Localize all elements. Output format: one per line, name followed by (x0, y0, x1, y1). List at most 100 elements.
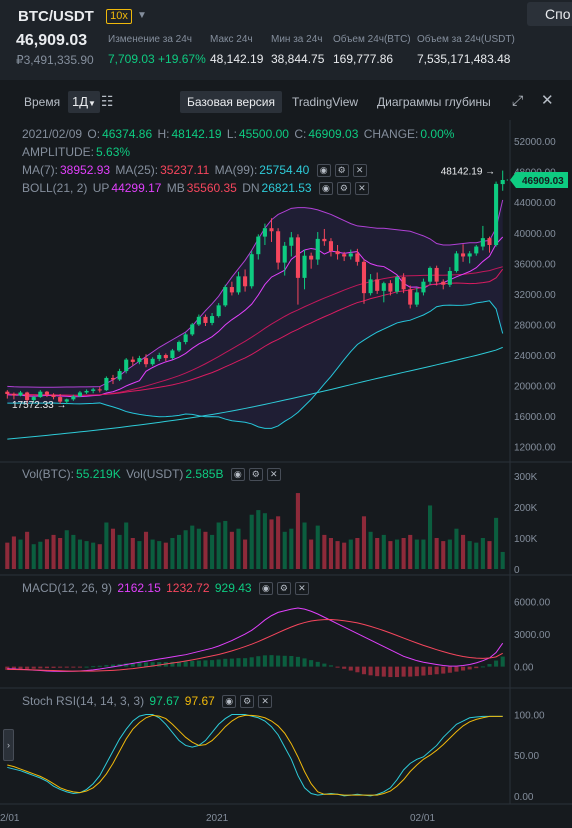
candle-body (150, 358, 155, 365)
expand-panel-button[interactable]: › (3, 729, 14, 761)
macd-histogram-bar (487, 664, 492, 667)
volume-bar (163, 542, 168, 569)
stat-high-value: 48,142.19 (210, 52, 264, 66)
volume-bar (322, 534, 327, 569)
macd-histogram-bar (388, 666, 393, 678)
ma25-value: 35237.11 (160, 163, 210, 177)
tab-basic-version[interactable]: Базовая версия (180, 91, 282, 113)
volume-bar (183, 530, 188, 569)
tab-tradingview[interactable]: TradingView (292, 95, 359, 109)
volume-bar (302, 522, 307, 569)
volume-tick-label: 0 (514, 565, 520, 576)
gear-icon[interactable]: ⚙ (240, 695, 255, 709)
ohlc-date: 2021/02/09 (22, 127, 83, 141)
gear-icon[interactable]: ⚙ (248, 468, 263, 482)
volume-bar (500, 551, 505, 569)
macd-histogram-bar (381, 666, 386, 677)
volume-bar (58, 538, 63, 569)
macd-histogram-bar (130, 662, 135, 667)
close-icon[interactable]: ✕ (258, 695, 273, 709)
candle-body (143, 358, 149, 365)
macd-histogram-bar (262, 655, 267, 667)
leverage-badge[interactable]: 10x (106, 9, 132, 24)
eye-icon[interactable]: ◉ (230, 468, 245, 482)
volume-bar (11, 536, 16, 569)
gear-icon[interactable]: ⚙ (276, 582, 291, 596)
stat-vol-usdt-label: Объем за 24ч(USDT) (417, 34, 515, 45)
macd-histogram-bar (500, 656, 505, 667)
candle-body (176, 342, 182, 351)
fullscreen-icon[interactable]: ⤢ (512, 92, 524, 108)
macd-histogram-bar (176, 661, 182, 667)
candle-body (77, 392, 83, 397)
volume-bar (474, 542, 479, 569)
candle-body (461, 253, 466, 257)
macd-histogram-bar (216, 659, 221, 667)
stoch-d-line (7, 714, 503, 796)
volume-bar (394, 539, 400, 569)
candle-body (229, 287, 234, 293)
interval-select[interactable]: 1Д▼ (68, 91, 100, 113)
stat-vol-btc-label: Объем 24ч(BTC) (333, 34, 411, 45)
time-label[interactable]: Время (24, 95, 61, 109)
volume-bar (414, 539, 419, 569)
candle-body (368, 279, 373, 294)
eye-icon[interactable]: ◉ (258, 582, 273, 596)
volume-bar (176, 534, 182, 569)
eye-icon[interactable]: ◉ (318, 182, 333, 196)
macd-dea-value: 1232.72 (166, 581, 210, 595)
stoch-legend: Stoch RSI(14, 14, 3, 3) 97.67 97.67 ◉ ⚙ ✕ (22, 694, 274, 709)
gear-icon[interactable]: ⚙ (334, 164, 349, 178)
chart-canvas[interactable]: 52000.0048000.0044000.0040000.0036000.00… (0, 120, 572, 828)
ma99-line (7, 346, 503, 440)
candle-body (454, 253, 459, 271)
candle-body (276, 231, 281, 263)
close-icon[interactable]: ✕ (266, 468, 281, 482)
pair-title[interactable]: BTC/USDT (18, 8, 94, 25)
macd-histogram-bar (361, 666, 367, 675)
candle-body (117, 371, 122, 380)
ohlc-open-label: O: (87, 127, 101, 141)
amplitude-value: 5.63% (96, 145, 131, 159)
volume-bar (5, 542, 10, 569)
macd-dea-line (7, 619, 503, 672)
macd-dif-value: 2162.15 (117, 581, 161, 595)
candle-body (447, 270, 452, 285)
macd-histogram-bar (229, 658, 234, 667)
close-icon[interactable]: ✕ (354, 182, 369, 196)
macd-histogram-bar (328, 665, 334, 667)
price-tick-label: 40000.00 (514, 229, 556, 240)
volume-bar (348, 539, 353, 569)
price-tick-label: 28000.00 (514, 320, 556, 331)
volume-bar (368, 531, 373, 569)
spot-button[interactable]: Спо (527, 2, 572, 26)
close-icon[interactable]: ✕ (541, 92, 554, 109)
macd-histogram-bar (170, 661, 175, 667)
close-icon[interactable]: ✕ (294, 582, 309, 596)
candle-body (500, 179, 505, 185)
macd-histogram-bar (5, 666, 10, 670)
candle-body (124, 359, 129, 372)
x-tick-label: 02/01 (410, 813, 435, 824)
macd-legend: MACD(12, 26, 9) 2162.15 1232.72 929.43 ◉… (22, 581, 311, 596)
current-price-tag (510, 171, 568, 188)
tab-depth-chart[interactable]: Диаграммы глубины (377, 95, 491, 109)
eye-icon[interactable]: ◉ (316, 164, 331, 178)
candle-body (236, 276, 241, 293)
volume-bar (421, 539, 426, 569)
volume-bar (110, 528, 116, 569)
eye-icon[interactable]: ◉ (222, 695, 237, 709)
chart-area[interactable]: 52000.0048000.0044000.0040000.0036000.00… (0, 120, 572, 828)
volume-bar (18, 539, 23, 569)
gear-icon[interactable]: ⚙ (336, 182, 351, 196)
volume-bar (25, 531, 30, 569)
candle-body (64, 399, 69, 402)
indicator-settings-icon[interactable]: ☷ (101, 93, 114, 109)
candle-body (91, 389, 96, 391)
chevron-down-icon[interactable]: ▼ (137, 10, 147, 21)
close-icon[interactable]: ✕ (352, 164, 367, 178)
macd-histogram-bar (137, 662, 142, 667)
boll-up-value: 44299.17 (111, 181, 162, 195)
ohlc-high-label: H: (157, 127, 170, 141)
macd-histogram-bar (243, 658, 248, 667)
